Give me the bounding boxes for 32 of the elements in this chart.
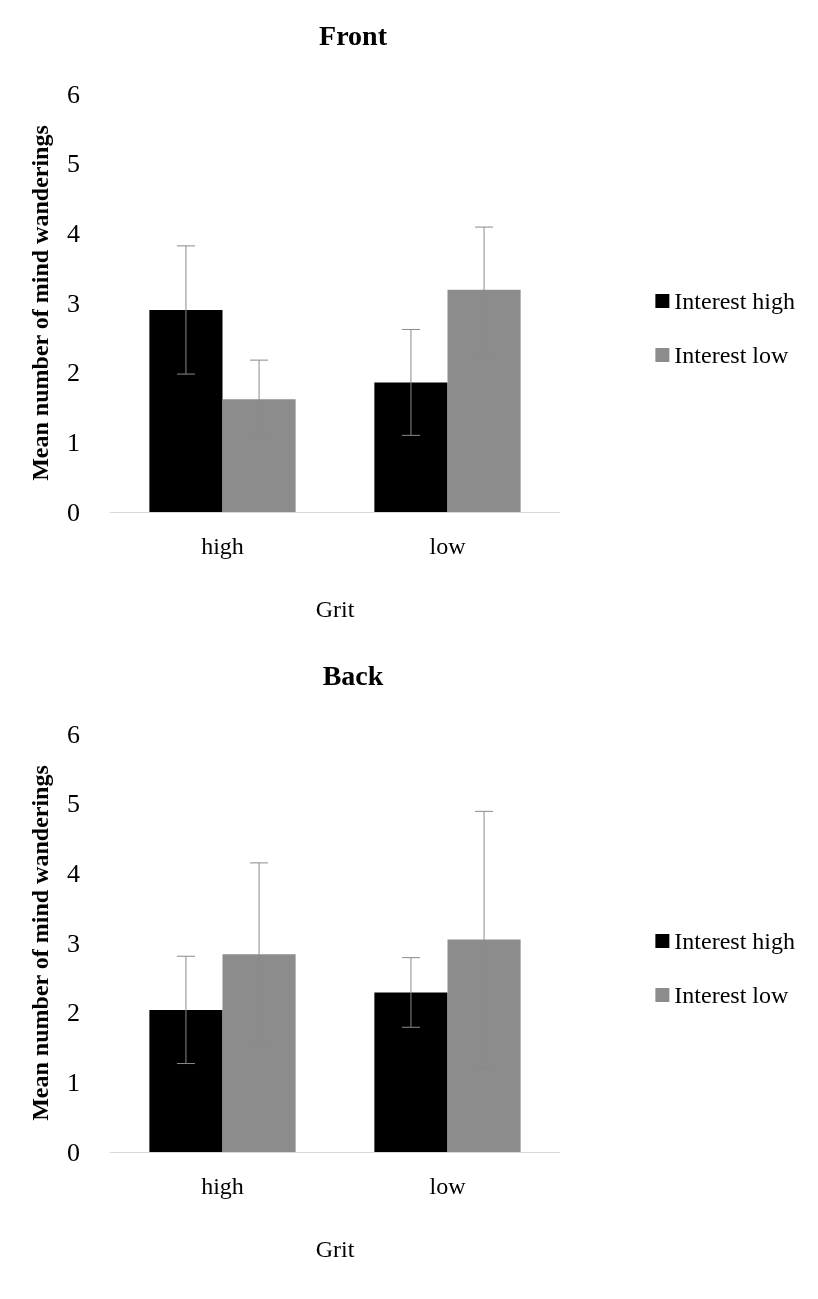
x-tick-label: low xyxy=(429,1173,467,1199)
y-axis-title: Mean number of mind wanderings xyxy=(27,765,53,1121)
legend-label: Interest low xyxy=(674,342,789,368)
y-tick-label: 5 xyxy=(67,789,80,819)
legend-label: Interest low xyxy=(674,982,789,1008)
chart-title: Back xyxy=(322,659,384,691)
legend-label: Interest high xyxy=(674,288,796,314)
bar xyxy=(149,309,223,512)
y-tick-label: 0 xyxy=(67,1137,80,1167)
x-tick-label: high xyxy=(201,533,244,559)
bar xyxy=(374,382,448,512)
bar xyxy=(149,1009,223,1152)
y-tick-label: 1 xyxy=(67,1067,80,1097)
y-tick-label: 5 xyxy=(67,149,80,179)
y-tick-label: 2 xyxy=(67,358,80,388)
y-tick-label: 4 xyxy=(67,218,80,248)
chart-title: Front xyxy=(319,19,388,51)
y-tick-label: 3 xyxy=(67,928,80,958)
x-axis-title: Grit xyxy=(315,1236,355,1262)
y-tick-label: 4 xyxy=(67,858,80,888)
y-tick-label: 3 xyxy=(67,288,80,318)
bar xyxy=(374,992,448,1152)
x-axis-title: Grit xyxy=(315,596,355,622)
y-tick-label: 1 xyxy=(67,427,80,457)
y-axis-title: Mean number of mind wanderings xyxy=(27,125,53,481)
y-tick-label: 6 xyxy=(67,79,80,109)
legend-label: Interest high xyxy=(674,928,796,954)
y-tick-label: 0 xyxy=(67,497,80,527)
y-tick-label: 6 xyxy=(67,719,80,749)
x-tick-label: high xyxy=(201,1173,244,1199)
x-tick-label: low xyxy=(429,533,467,559)
y-tick-label: 2 xyxy=(67,998,80,1028)
